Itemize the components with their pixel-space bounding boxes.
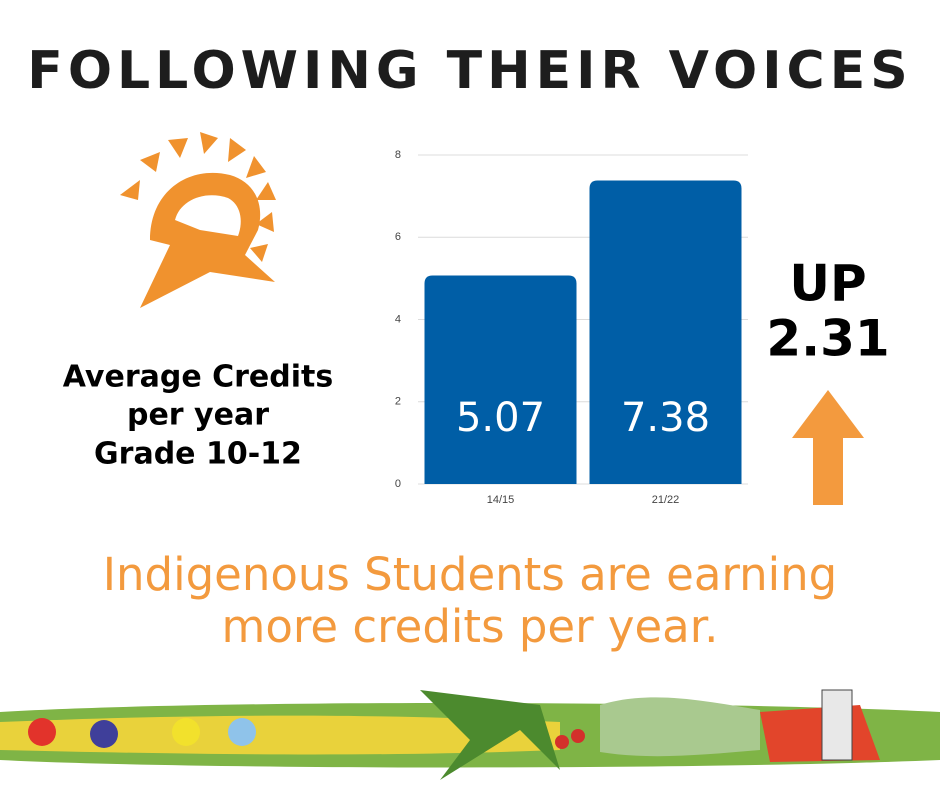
subtitle: per year: [127, 398, 269, 433]
value-label: 7.38: [621, 395, 710, 441]
annotation: 2.31: [766, 310, 889, 368]
decorative-border: [0, 689, 940, 780]
value-label: 5.07: [456, 395, 545, 441]
subtitle: Average Credits: [63, 360, 333, 395]
title: FOLLOWING THEIR VOICES: [27, 41, 912, 101]
y-tick-label: 8: [395, 149, 401, 161]
footer: Indigenous Students are earning: [103, 548, 837, 601]
subtitle: Grade 10-12: [94, 437, 302, 472]
y-tick-label: 0: [395, 478, 401, 490]
y-tick-label: 4: [395, 313, 401, 325]
up-arrow: [792, 390, 864, 505]
bar: [589, 180, 742, 484]
footer: more credits per year.: [222, 600, 719, 653]
annotation: UP: [789, 255, 866, 313]
x-tick-label: 14/15: [487, 494, 515, 506]
logo: [120, 132, 276, 308]
bar: [424, 275, 577, 484]
x-tick-label: 21/22: [652, 494, 680, 506]
y-tick-label: 2: [395, 396, 401, 408]
y-tick-label: 6: [395, 231, 401, 243]
